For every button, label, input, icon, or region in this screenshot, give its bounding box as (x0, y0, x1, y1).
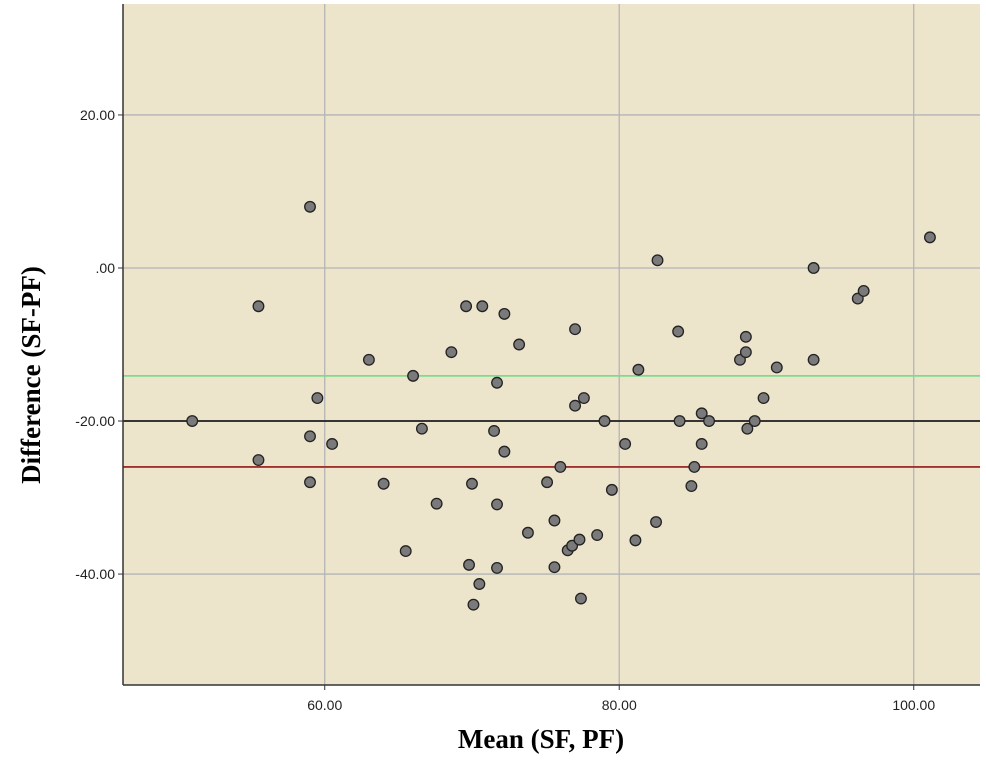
data-point (748, 415, 761, 427)
data-point (541, 476, 554, 489)
x-tick-label: 60.00 (307, 697, 342, 713)
plot-area (123, 4, 980, 685)
data-point (476, 300, 489, 313)
data-point (548, 514, 561, 527)
data-point (445, 346, 458, 359)
data-point (569, 323, 582, 336)
data-point (304, 430, 316, 443)
y-tick-label: -20.00 (75, 413, 115, 429)
data-point (473, 578, 486, 590)
tick-labels: 60.00 80.00 100.00 20.00 .00 -20.00 -40.00 (75, 107, 935, 713)
data-point (304, 200, 316, 213)
data-point (650, 516, 662, 528)
data-point (304, 476, 316, 489)
reference-lines (123, 374, 980, 468)
data-point (739, 330, 752, 343)
x-axis-title: Mean (SF, PF) (458, 724, 624, 754)
data-point (326, 438, 339, 450)
data-point (513, 338, 526, 351)
data-point (466, 477, 478, 490)
data-point (619, 438, 632, 450)
data-point (807, 353, 820, 366)
data-point (498, 445, 511, 458)
data-point (491, 561, 503, 574)
data-point (377, 477, 390, 490)
data-point (807, 262, 820, 274)
data-point (460, 300, 473, 313)
data-point (569, 399, 582, 412)
data-point (399, 545, 412, 558)
data-point (695, 438, 708, 450)
data-point (770, 361, 783, 374)
data-point (491, 376, 503, 389)
data-point (415, 422, 428, 435)
data-point (430, 497, 443, 510)
data-point (651, 254, 664, 267)
data-point (672, 325, 685, 338)
data-point (632, 363, 645, 376)
data-point (463, 558, 475, 571)
data-point (757, 392, 770, 405)
x-tick-label: 80.00 (602, 697, 637, 713)
y-tick-label: 20.00 (80, 107, 115, 123)
data-point (923, 231, 936, 244)
data-points (186, 200, 936, 611)
data-point (685, 480, 698, 493)
data-point (548, 561, 561, 574)
data-point (407, 369, 420, 382)
data-point (554, 460, 567, 473)
data-point (739, 346, 752, 359)
data-point (605, 483, 618, 496)
data-point (362, 353, 375, 366)
data-point (857, 284, 870, 297)
data-point (575, 592, 587, 605)
data-point (695, 407, 708, 420)
data-point (703, 415, 716, 427)
data-point (598, 415, 611, 427)
data-point (488, 425, 501, 437)
data-point (573, 533, 586, 546)
data-point (629, 534, 642, 547)
data-point (591, 529, 604, 541)
data-point (851, 292, 864, 305)
data-point (186, 415, 199, 427)
data-point (741, 422, 754, 435)
data-point (467, 598, 480, 611)
y-tick-label: .00 (96, 260, 116, 276)
data-point (688, 460, 701, 473)
data-point (521, 526, 534, 539)
data-point (577, 392, 590, 405)
x-tick-label: 100.00 (892, 697, 935, 713)
data-point (252, 454, 265, 466)
data-point (734, 353, 746, 366)
data-point (491, 498, 503, 511)
data-point (498, 307, 511, 320)
data-point (311, 392, 324, 405)
y-tick-label: -40.00 (75, 566, 115, 582)
y-axis-title: Difference (SF-PF) (16, 266, 46, 484)
data-point (252, 300, 265, 313)
data-point (673, 415, 686, 427)
